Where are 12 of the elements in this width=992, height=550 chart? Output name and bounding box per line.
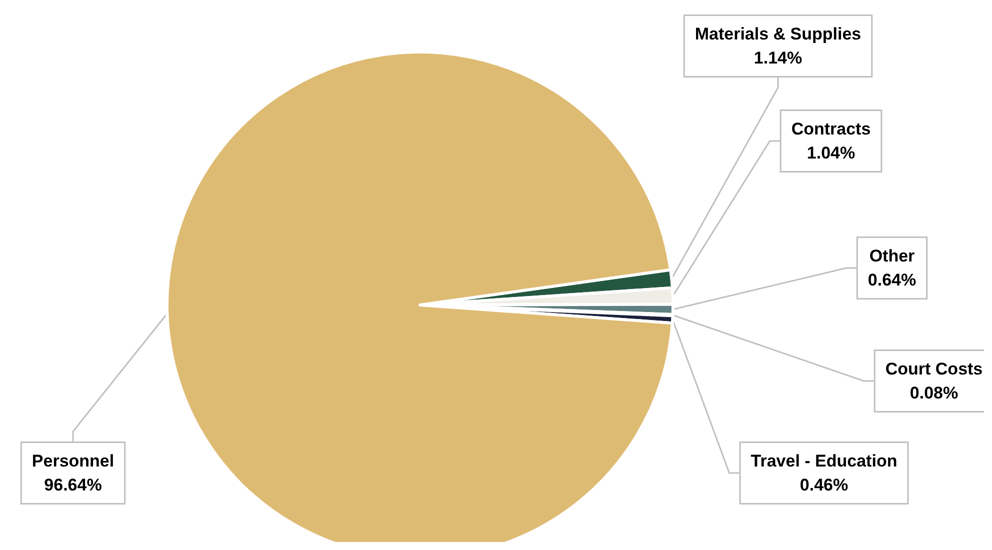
slice-label: Other <box>869 246 916 266</box>
data-label: 1.04% <box>806 144 856 162</box>
data-label: 0.08% <box>910 384 958 402</box>
slice-label: Contracts <box>791 120 871 138</box>
data-label: 1.14% <box>754 48 802 68</box>
data-label: 0.64% <box>868 270 916 290</box>
slice-label: Travel - Education <box>750 452 898 470</box>
data-label: 96.64% <box>44 476 102 494</box>
slice-label: Materials & Supplies <box>694 24 862 44</box>
slice-label: Personnel <box>32 452 114 470</box>
slice-label: Court Costs <box>885 360 983 378</box>
data-label: 0.46% <box>800 476 848 494</box>
